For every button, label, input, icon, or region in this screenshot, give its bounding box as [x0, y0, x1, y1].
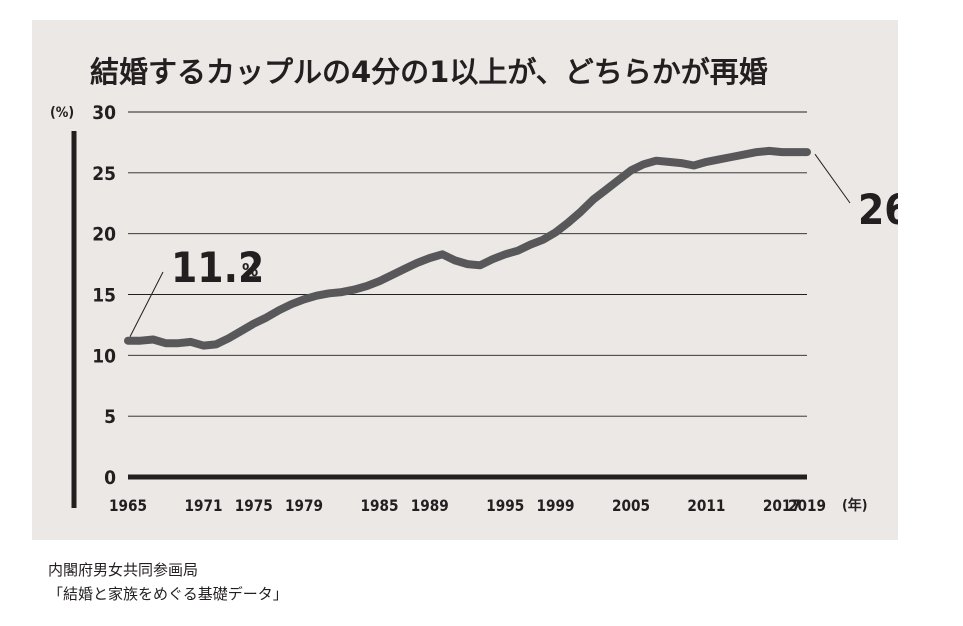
x-tick-label-1985: 1985	[360, 496, 398, 515]
callout-value-end: 26.7	[858, 185, 898, 234]
y-axis-unit-label: (%)	[50, 105, 74, 121]
x-tick-label-1965: 1965	[109, 496, 147, 515]
x-axis-unit-label: (年)	[842, 497, 868, 514]
callout-leader-start	[129, 271, 164, 337]
x-tick-label-1989: 1989	[411, 496, 449, 515]
callout-leader-end	[814, 153, 851, 204]
x-tick-label-2011: 2011	[687, 496, 725, 515]
x-tick-label-1971: 1971	[184, 496, 222, 515]
series-line	[124, 146, 811, 350]
source-line-1: 内閣府男女共同参画局	[48, 561, 199, 579]
line-chart: 結婚するカップルの4分の1以上が、どちらかが再婚 0 5 10 15 20 25 30 196…	[50, 55, 898, 515]
chart-title: 結婚するカップルの4分の1以上が、どちらかが再婚	[90, 55, 768, 89]
callout-unit-start: %	[242, 260, 258, 281]
axis-layer: 0 5 10 15 20 25 30 1965 1971 1975 1979 1985 1989 1995…	[71, 102, 826, 515]
x-tick-label-1999: 1999	[537, 496, 575, 515]
y-tick-label-10: 10	[92, 345, 116, 367]
y-tick-label-30: 30	[92, 102, 116, 124]
x-tick-label-1979: 1979	[285, 496, 323, 515]
x-tick-label-2019: 2019	[788, 496, 826, 515]
series-layer	[124, 146, 811, 350]
x-tick-label-1995: 1995	[486, 496, 524, 515]
x-tick-label-2005: 2005	[612, 496, 650, 515]
annotation-layer: 11.2%26.7%	[129, 153, 898, 337]
source-line-2: 「結婚と家族をめぐる基礎データ」	[48, 585, 288, 603]
chart-panel: 結婚するカップルの4分の1以上が、どちらかが再婚 0 5 10 15 20 25 30 196…	[32, 20, 898, 540]
y-tick-label-5: 5	[104, 406, 116, 428]
callout-value-start: 11.2	[171, 243, 264, 292]
x-tick-label-2017: 2017	[763, 496, 801, 515]
source-note: 内閣府男女共同参画局 「結婚と家族をめぐる基礎データ」	[48, 558, 288, 606]
x-tick-label-1975: 1975	[235, 496, 273, 515]
y-tick-label-20: 20	[92, 224, 116, 246]
grid-layer	[128, 111, 807, 417]
y-tick-label-0: 0	[104, 467, 116, 489]
y-tick-label-15: 15	[92, 285, 116, 307]
y-tick-label-25: 25	[92, 163, 116, 185]
